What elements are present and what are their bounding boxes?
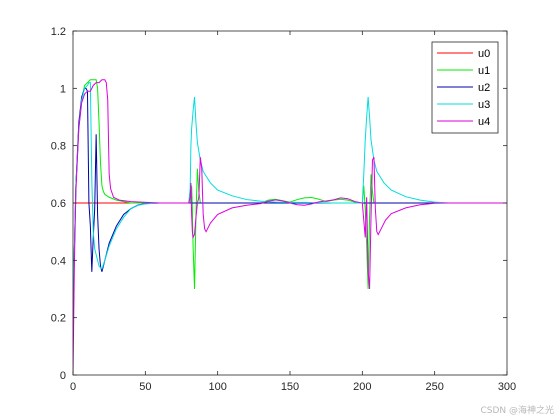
y-tick-label: 0.2	[51, 313, 66, 325]
y-tick-label: 1.2	[51, 26, 66, 38]
series-line-u3	[73, 82, 507, 318]
x-tick-label: 50	[139, 381, 151, 393]
y-tick-label: 0.8	[51, 141, 66, 153]
x-tick-label: 0	[70, 381, 76, 393]
x-tick-label: 200	[353, 381, 371, 393]
legend-label-u1: u1	[478, 65, 490, 77]
y-tick-label: 0.4	[51, 255, 66, 267]
x-tick-label: 150	[281, 381, 299, 393]
series-layer	[73, 79, 507, 375]
y-tick-label: 0.6	[51, 198, 66, 210]
legend-label-u3: u3	[478, 99, 490, 111]
legend: u0 u1 u2 u3 u4	[431, 41, 499, 134]
x-tick-label: 100	[208, 381, 226, 393]
y-tick-label: 0	[60, 370, 66, 382]
series-line-u4	[73, 79, 507, 375]
legend-label-u4: u4	[478, 116, 490, 128]
tick-layer: 0 50 100 150 200 250 300 0 0.2 0.4 0.6 0.8 1 1.2	[51, 26, 516, 393]
legend-label-u2: u2	[478, 82, 490, 94]
watermark-text: CSDN @海神之光	[480, 406, 554, 416]
legend-label-u0: u0	[478, 48, 490, 60]
y-tick-label: 1	[60, 83, 66, 95]
x-tick-label: 300	[498, 381, 516, 393]
x-tick-label: 250	[425, 381, 443, 393]
